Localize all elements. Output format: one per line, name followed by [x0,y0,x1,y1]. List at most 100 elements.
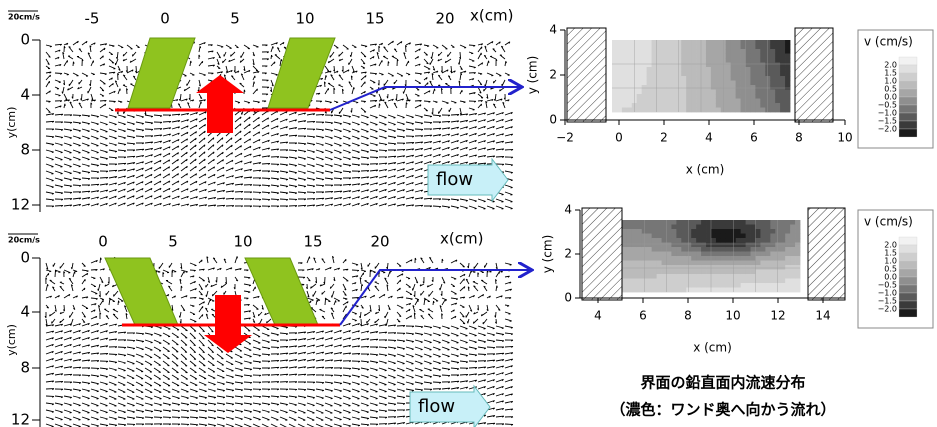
contour-cell [795,220,800,225]
contour-cell [755,76,760,81]
contour-cell [741,45,746,50]
contour-cell [760,54,765,59]
contour-cell [706,238,711,243]
contour-cell [667,261,672,266]
contour-cell [652,63,657,68]
contour-cell [731,67,736,72]
contour-cell [706,252,711,257]
contour-cell [711,229,716,234]
contour-cell [661,103,666,108]
contour-cell [795,274,800,279]
contour-cell [652,94,657,99]
contour-cell [756,265,761,270]
contour-cell [731,99,736,104]
contour-cell [795,261,800,266]
contour-cell [652,279,657,284]
contour-cell [617,49,622,54]
contour-cell [736,225,741,230]
wall [582,208,622,300]
contour-cell [721,238,726,243]
contour-cell [696,247,701,252]
contour-cell [671,81,676,86]
contour-cell [652,45,657,50]
contour-cell [632,103,637,108]
contour-cell [716,220,721,225]
contour-cell [726,90,731,95]
contour-cell [622,274,627,279]
scale-label: 20cm/s [8,13,40,22]
contour-cell [726,54,731,59]
contour-cell [696,243,701,248]
contour-cell [711,45,716,50]
contour-cell [795,225,800,230]
contour-cell [652,81,657,86]
contour-cell [661,99,666,104]
contour-cell [637,67,642,72]
link-arrow [340,270,530,325]
contour-cell [642,72,647,77]
contour-cell [741,279,746,284]
contour-cell [731,108,736,113]
contour-cell [701,58,706,63]
contour-cell [746,288,751,293]
contour-cell [746,225,751,230]
contour-cell [612,108,617,113]
contour-cell [775,229,780,234]
x-tick-label: 0 [615,131,623,145]
contour-cell [642,220,647,225]
contour-cell [667,265,672,270]
contour-cell [676,270,681,275]
contour-cell [706,265,711,270]
contour-cell [716,45,721,50]
contour-cell [780,270,785,275]
contour-cell [642,90,647,95]
contour-cell [711,270,716,275]
x-tick-label: 15 [365,10,384,28]
contour-cell [637,261,642,266]
contour-cell [612,85,617,90]
contour-cell [780,261,785,266]
legend-swatch [899,245,917,253]
contour-cell [637,72,642,77]
contour-cell [755,63,760,68]
contour-cell [681,76,686,81]
wall [795,28,833,122]
contour-cell [661,40,666,45]
contour-cell [696,63,701,68]
contour-cell [716,261,721,266]
contour-cell [681,247,686,252]
contour-cell [686,67,691,72]
contour-cell [741,49,746,54]
legend-swatch [899,57,917,65]
contour-cell [731,279,736,284]
contour-cell [721,103,726,108]
contour-cell [657,72,662,77]
contour-cell [696,81,701,86]
contour-cell [671,243,676,248]
contour-cell [765,270,770,275]
contour-cell [622,225,627,230]
x-tick-label: 8 [795,131,803,145]
contour-cell [642,279,647,284]
contour-cell [716,63,721,68]
contour-cell [642,103,647,108]
contour-cell [691,94,696,99]
contour-cell [652,40,657,45]
contour-cell [647,67,652,72]
contour-cell [721,85,726,90]
contour-cell [741,108,746,113]
contour-cell [706,90,711,95]
contour-cell [632,40,637,45]
x-tick-label: 10 [233,233,252,251]
contour-cell [726,85,731,90]
contour-cell [691,90,696,95]
contour-cell [741,94,746,99]
contour-cell [681,265,686,270]
contour-cell [622,99,627,104]
contour-cell [632,247,637,252]
contour-cell [632,270,637,275]
contour-cell [657,220,662,225]
contour-cell [642,99,647,104]
contour-cell [681,252,686,257]
legend-swatch [899,73,917,81]
